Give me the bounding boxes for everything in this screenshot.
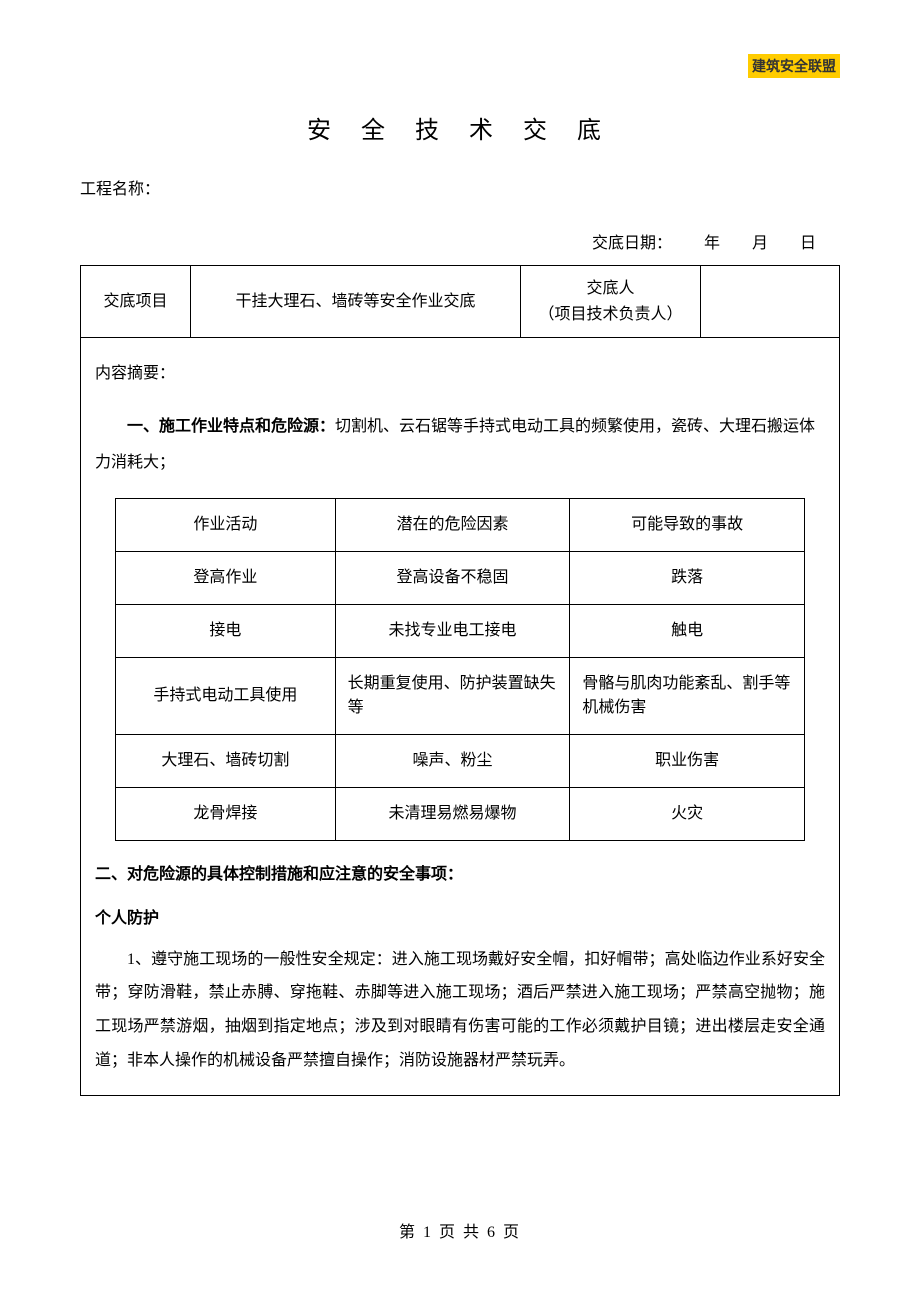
- cell-person-label: 交底人 （项目技术负责人）: [521, 266, 701, 338]
- table-content-row: 内容摘要： 一、施工作业特点和危险源：切割机、云石锯等手持式电动工具的频繁使用，…: [81, 338, 840, 1096]
- date-prefix: 交底日期：: [592, 235, 672, 252]
- hazard-cell: 跌落: [570, 551, 805, 604]
- project-name-label: 工程名称：: [80, 175, 840, 199]
- hazard-header-1: 作业活动: [116, 498, 336, 551]
- hazard-header-2: 潜在的危险因素: [335, 498, 570, 551]
- hazard-cell: 火灾: [570, 787, 805, 840]
- hazard-row: 登高作业 登高设备不稳固 跌落: [116, 551, 805, 604]
- hazard-cell: 未清理易燃易爆物: [335, 787, 570, 840]
- hazard-cell: 登高作业: [116, 551, 336, 604]
- hazard-row: 手持式电动工具使用 长期重复使用、防护装置缺失等 骨骼与肌肉功能紊乱、割手等机械…: [116, 657, 805, 734]
- hazard-row: 龙骨焊接 未清理易燃易爆物 火灾: [116, 787, 805, 840]
- cell-project-label: 交底项目: [81, 266, 191, 338]
- date-day-label: 日: [800, 235, 816, 252]
- hazard-table: 作业活动 潜在的危险因素 可能导致的事故 登高作业 登高设备不稳固 跌落 接电 …: [115, 498, 805, 841]
- sub-heading: 个人防护: [95, 903, 825, 935]
- hazard-row: 接电 未找专业电工接电 触电: [116, 604, 805, 657]
- date-month-label: 月: [752, 235, 768, 252]
- section1-intro: 一、施工作业特点和危险源：切割机、云石锯等手持式电动工具的频繁使用，瓷砖、大理石…: [95, 409, 825, 479]
- person-label-line2: （项目技术负责人）: [529, 302, 692, 328]
- hazard-cell: 龙骨焊接: [116, 787, 336, 840]
- hazard-cell: 噪声、粉尘: [335, 734, 570, 787]
- page-footer: 第 1 页 共 6 页: [0, 1218, 920, 1242]
- hazard-cell: 接电: [116, 604, 336, 657]
- hazard-header-row: 作业活动 潜在的危险因素 可能导致的事故: [116, 498, 805, 551]
- cell-person-value: [701, 266, 840, 338]
- main-table: 交底项目 干挂大理石、墙砖等安全作业交底 交底人 （项目技术负责人） 内容摘要：…: [80, 265, 840, 1096]
- content-cell: 内容摘要： 一、施工作业特点和危险源：切割机、云石锯等手持式电动工具的频繁使用，…: [81, 338, 840, 1096]
- section1-heading: 一、施工作业特点和危险源：: [127, 418, 335, 435]
- hazard-cell: 职业伤害: [570, 734, 805, 787]
- hazard-cell: 手持式电动工具使用: [116, 657, 336, 734]
- hazard-cell: 触电: [570, 604, 805, 657]
- hazard-cell: 登高设备不稳固: [335, 551, 570, 604]
- hazard-cell: 大理石、墙砖切割: [116, 734, 336, 787]
- document-page: 建筑安全联盟 安 全 技 术 交 底 工程名称： 交底日期： 年 月 日 交底项…: [0, 0, 920, 1136]
- hazard-cell: 骨骼与肌肉功能紊乱、割手等机械伤害: [570, 657, 805, 734]
- document-title: 安 全 技 术 交 底: [80, 110, 840, 145]
- summary-label: 内容摘要：: [95, 356, 825, 391]
- table-header-row: 交底项目 干挂大理石、墙砖等安全作业交底 交底人 （项目技术负责人）: [81, 266, 840, 338]
- paragraph-1: 1、遵守施工现场的一般性安全规定：进入施工现场戴好安全帽，扣好帽带；高处临边作业…: [95, 943, 825, 1077]
- hazard-row: 大理石、墙砖切割 噪声、粉尘 职业伤害: [116, 734, 805, 787]
- hazard-cell: 未找专业电工接电: [335, 604, 570, 657]
- date-line: 交底日期： 年 月 日: [80, 229, 840, 253]
- hazard-header-3: 可能导致的事故: [570, 498, 805, 551]
- section2-heading: 二、对危险源的具体控制措施和应注意的安全事项：: [95, 859, 825, 891]
- person-label-line1: 交底人: [529, 276, 692, 302]
- hazard-cell: 长期重复使用、防护装置缺失等: [335, 657, 570, 734]
- cell-project-value: 干挂大理石、墙砖等安全作业交底: [191, 266, 521, 338]
- header-badge: 建筑安全联盟: [748, 54, 840, 78]
- date-year-label: 年: [704, 235, 720, 252]
